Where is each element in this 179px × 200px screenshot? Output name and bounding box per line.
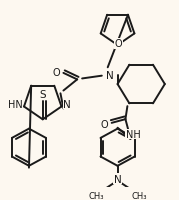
Text: HN: HN — [8, 99, 23, 109]
Text: S: S — [39, 90, 46, 100]
Text: N: N — [106, 70, 113, 80]
Text: N: N — [114, 174, 121, 184]
Text: O: O — [115, 39, 122, 49]
Text: NH: NH — [126, 129, 141, 139]
Text: O: O — [53, 68, 60, 78]
Text: CH₃: CH₃ — [88, 191, 104, 200]
Text: CH₃: CH₃ — [131, 191, 147, 200]
Text: O: O — [101, 119, 109, 129]
Text: N: N — [64, 99, 71, 109]
